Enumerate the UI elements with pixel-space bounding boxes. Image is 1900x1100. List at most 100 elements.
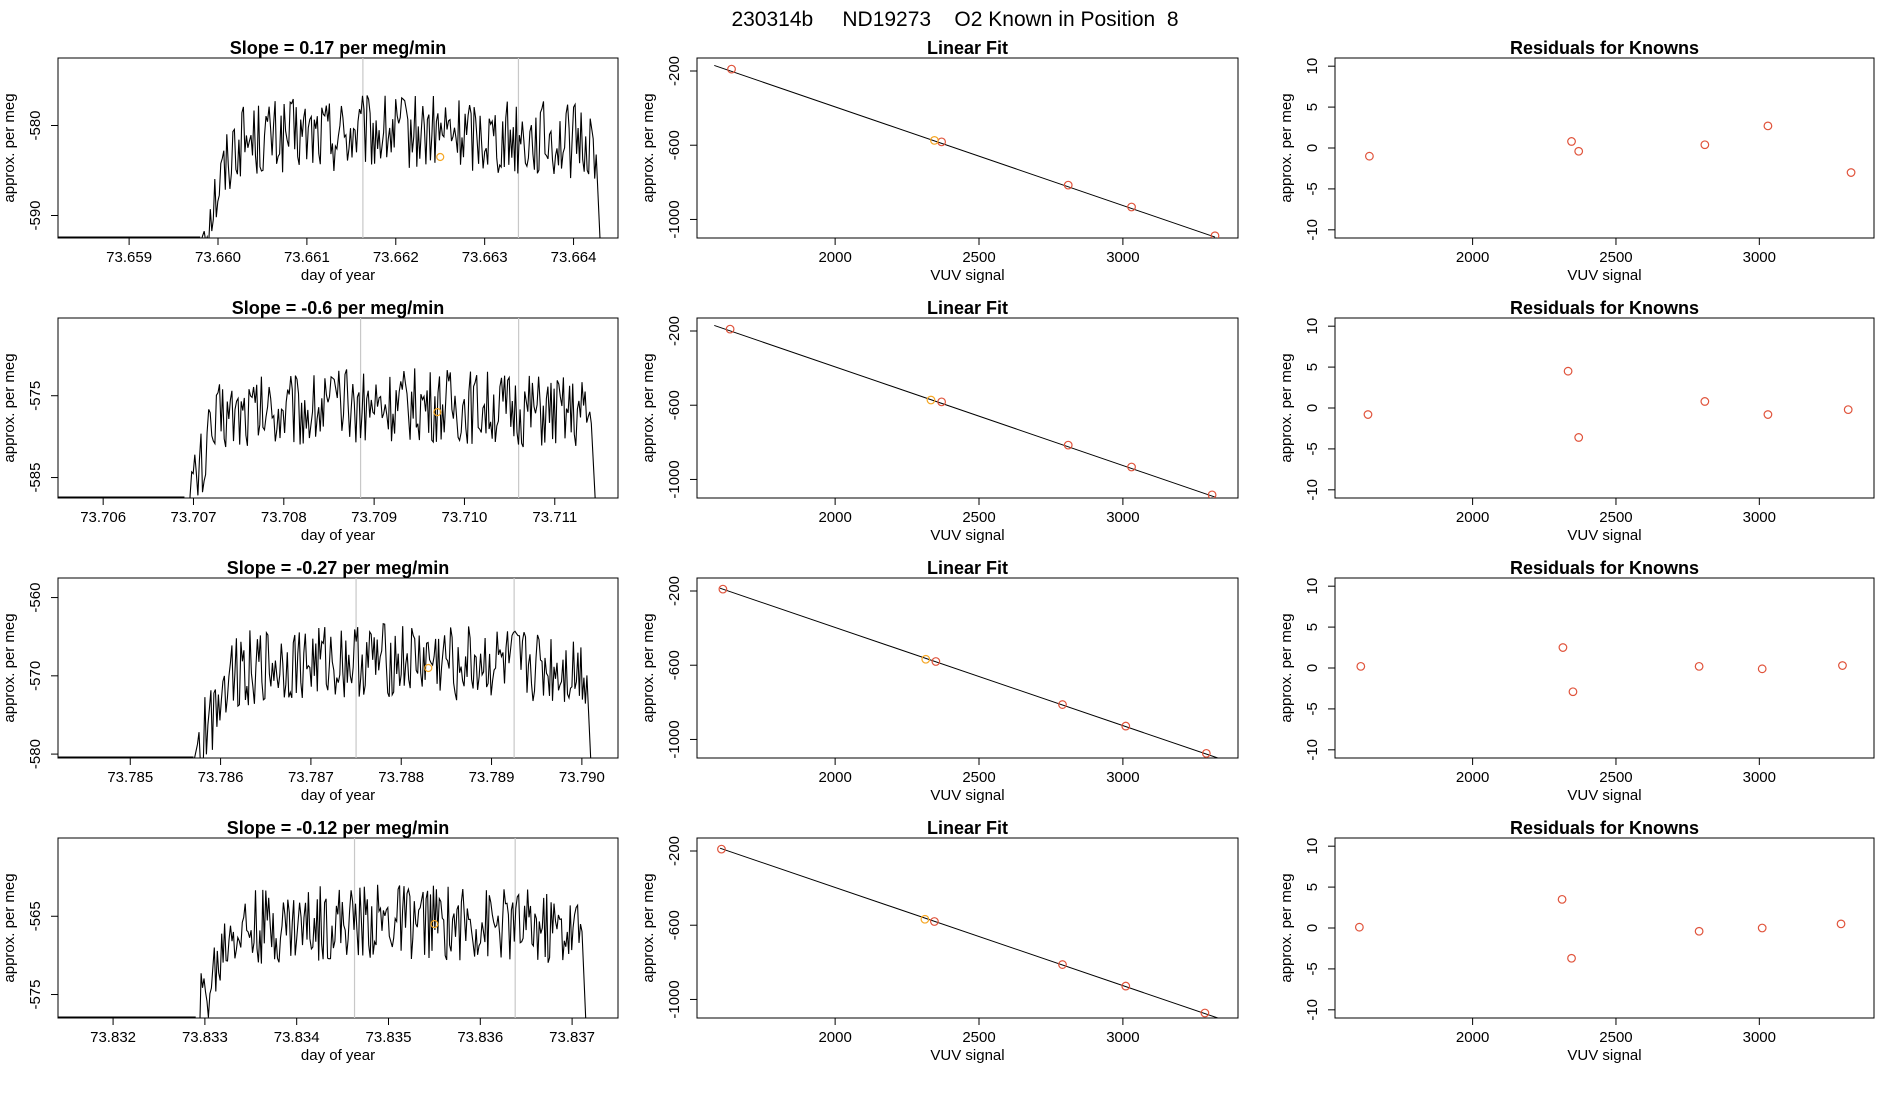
standard-point [931, 657, 941, 666]
x-tick-label: 73.708 [261, 509, 307, 526]
y-tick-label: -5 [1304, 182, 1321, 195]
fit-line [719, 587, 1219, 758]
x-tick-label: 3000 [1106, 249, 1139, 266]
y-tick-label: -580 [27, 110, 44, 140]
y-tick-label: -1000 [666, 460, 683, 498]
x-axis-label: day of year [301, 267, 375, 284]
residual-point [1558, 643, 1568, 652]
fit-1-panel: Linear Fit VUV signal approx. per meg 2000 2… [640, 38, 1239, 284]
residual-point [1356, 661, 1366, 671]
residual-point [1700, 140, 1710, 150]
x-tick-label: 2000 [1456, 769, 1489, 786]
residual-point [1757, 923, 1767, 933]
plot-frame [696, 577, 1239, 759]
x-axis-label: VUV signal [930, 1047, 1004, 1064]
x-tick-label: 3000 [1743, 509, 1776, 526]
y-axis-label: approx. per meg [1278, 613, 1295, 722]
y-tick-label: -600 [666, 390, 683, 420]
plot-frame [696, 317, 1239, 499]
standard-point [1058, 960, 1067, 969]
y-axis-label: approx. per meg [1278, 873, 1295, 982]
panel-title: Residuals for Knowns [1510, 558, 1699, 578]
plot-area [1354, 894, 1846, 963]
fit-3-panel: Linear Fit VUV signal approx. per meg 2000 2… [640, 558, 1239, 804]
x-tick-label: 73.834 [274, 1029, 320, 1046]
x-tick-label: 73.788 [378, 769, 424, 786]
residual-point [1354, 922, 1364, 932]
x-axis-label: VUV signal [1567, 787, 1641, 804]
x-tick-label: 3000 [1106, 769, 1139, 786]
y-axis-label: approx. per meg [1278, 353, 1295, 462]
x-tick-label: 73.710 [442, 509, 488, 526]
panel-title: Linear Fit [927, 298, 1008, 318]
x-tick-label: 2500 [962, 769, 995, 786]
known-point [920, 914, 930, 924]
x-tick-label: 2000 [818, 769, 851, 786]
panel-title: Residuals for Knowns [1510, 818, 1699, 838]
x-axis-label: VUV signal [1567, 1047, 1641, 1064]
plot-frame [57, 577, 619, 759]
y-axis-label: approx. per meg [1, 353, 18, 462]
y-tick-label: -565 [27, 901, 44, 931]
x-tick-label: 2000 [1456, 249, 1489, 266]
known-point [921, 654, 931, 664]
main-title: 230314b ND19273 O2 Known in Position 8 [731, 8, 1178, 31]
x-tick-label: 73.786 [198, 769, 244, 786]
fit-line [714, 64, 1216, 238]
x-tick-label: 73.707 [171, 509, 217, 526]
x-tick-label: 2500 [962, 509, 995, 526]
residual-point [1694, 926, 1704, 936]
standard-point [1127, 202, 1136, 212]
x-axis-label: day of year [301, 527, 375, 544]
plot-area [58, 58, 601, 238]
residual-point [1363, 410, 1373, 419]
panel-title: Slope = -0.6 per meg/min [232, 298, 445, 318]
x-axis-label: day of year [301, 1047, 375, 1064]
y-tick-label: 10 [1304, 838, 1321, 855]
x-tick-label: 73.835 [366, 1029, 412, 1046]
x-tick-label: 3000 [1106, 509, 1139, 526]
standard-point [937, 397, 947, 407]
x-axis-label: VUV signal [930, 787, 1004, 804]
y-tick-label: -600 [666, 910, 683, 940]
standard-point [717, 844, 726, 854]
x-tick-label: 3000 [1743, 769, 1776, 786]
plot-area [1365, 121, 1856, 177]
plot-area [58, 838, 587, 1018]
residual-point [1763, 121, 1773, 131]
y-tick-label: 10 [1304, 318, 1321, 335]
standard-point [937, 137, 947, 147]
x-tick-label: 2500 [1599, 509, 1632, 526]
x-tick-label: 73.663 [462, 249, 508, 266]
panel-title: Residuals for Knowns [1510, 38, 1699, 58]
panel-title: Linear Fit [927, 558, 1008, 578]
time-2-panel: Slope = -0.6 per meg/min day of year appro… [1, 298, 619, 544]
y-tick-label: 0 [1304, 144, 1321, 152]
x-tick-label: 2500 [1599, 769, 1632, 786]
known-marker [433, 407, 442, 417]
residual-point [1563, 366, 1573, 376]
time-3-panel: Slope = -0.27 per meg/min day of year appr… [1, 558, 619, 804]
residual-point [1757, 664, 1767, 674]
plot-area [58, 318, 596, 498]
y-tick-label: 5 [1304, 363, 1321, 371]
x-tick-label: 2000 [818, 1029, 851, 1046]
x-tick-label: 2500 [962, 1029, 995, 1046]
y-tick-label: 5 [1304, 883, 1321, 891]
standard-point [1121, 981, 1131, 991]
standard-point [1201, 748, 1211, 758]
standard-point [1121, 721, 1131, 731]
x-axis-label: VUV signal [1567, 527, 1641, 544]
plot-frame [696, 837, 1239, 1019]
x-tick-label: 73.790 [559, 769, 605, 786]
known-marker [430, 919, 439, 929]
plot-area [1356, 643, 1847, 697]
plot-area [714, 64, 1220, 238]
standard-point [1063, 440, 1073, 450]
y-tick-label: -1000 [666, 720, 683, 758]
residual-point [1846, 168, 1856, 177]
residual-point [1838, 661, 1847, 670]
x-tick-label: 2000 [1456, 509, 1489, 526]
x-axis-label: VUV signal [1567, 267, 1641, 284]
x-axis-label: day of year [301, 787, 375, 804]
